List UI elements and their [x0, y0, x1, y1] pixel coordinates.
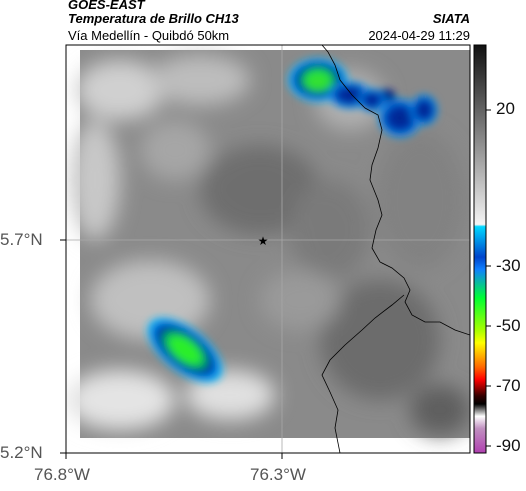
timestamp-label: 2024-04-29 11:29 [368, 28, 470, 43]
convective-cell-north [288, 58, 438, 138]
lat-label-2: 5.2°N [0, 443, 43, 462]
colorbar-tick-label: -30 [496, 256, 521, 275]
lat-label-1: 5.7°N [0, 230, 43, 249]
lon-label-2: 76.3°W [250, 465, 306, 484]
lon-label-1: 76.8°W [34, 465, 90, 484]
border-line-south [321, 294, 405, 453]
convective-cell-southwest [147, 317, 223, 383]
title-source: GOES-EAST [68, 0, 145, 12]
title-route: Vía Medellín - Quibdó 50km [68, 28, 230, 43]
star-icon: ★ [258, 234, 269, 248]
border-line-main [339, 79, 470, 336]
colorbar-tick-label: -90 [496, 436, 521, 455]
plot-border [65, 44, 471, 454]
title-product: Temperatura de Brillo CH13 [68, 11, 239, 26]
agency-label: SIATA [432, 11, 470, 26]
colorbar-tick-label: 20 [496, 99, 515, 118]
colorbar-tick-label: -70 [496, 376, 521, 395]
colorbar-tick-label: -50 [496, 316, 521, 335]
border-line-north [321, 45, 341, 81]
colorbar-gradient [473, 44, 487, 454]
